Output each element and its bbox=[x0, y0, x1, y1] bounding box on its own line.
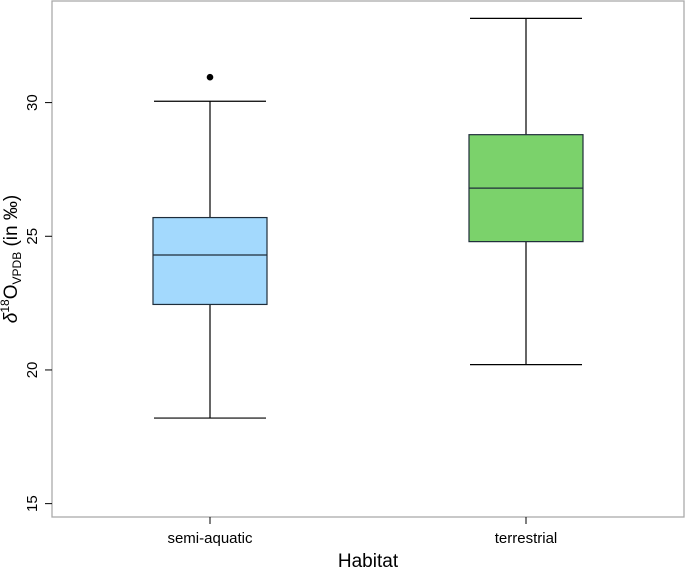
y-axis-title: δ18OVPDB (in ‰) bbox=[0, 195, 24, 323]
iqr-box bbox=[152, 216, 268, 306]
y-axis-title-prefix: δ bbox=[1, 312, 22, 323]
x-tick-label: terrestrial bbox=[495, 530, 558, 547]
x-axis-title: Habitat bbox=[338, 551, 399, 569]
x-tick-label: semi-aquatic bbox=[167, 530, 253, 547]
x-axis: semi-aquatic terrestrial bbox=[167, 517, 557, 547]
y-axis-title-base: O bbox=[1, 284, 22, 299]
y-axis-title-suffix: (in ‰) bbox=[1, 195, 22, 252]
y-tick-label: 20 bbox=[24, 362, 41, 379]
box-semi-aquatic bbox=[152, 73, 268, 419]
y-axis-title-superscript: 18 bbox=[0, 299, 12, 313]
y-tick-label: 25 bbox=[24, 228, 41, 245]
outlier-point bbox=[206, 73, 214, 81]
box-terrestrial bbox=[468, 17, 584, 366]
y-tick-label: 15 bbox=[24, 495, 41, 512]
y-tick-label: 30 bbox=[24, 94, 41, 111]
y-axis: 15 20 25 30 bbox=[24, 94, 52, 512]
boxes bbox=[152, 17, 584, 419]
y-axis-title-subscript: VPDB bbox=[10, 252, 24, 285]
plot-frame bbox=[51, 0, 685, 518]
